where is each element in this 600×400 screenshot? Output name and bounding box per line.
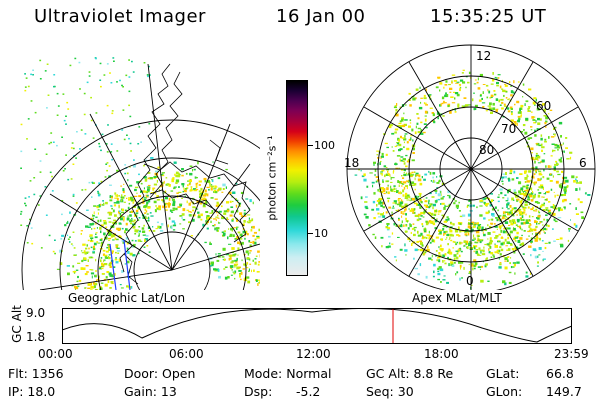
apex-polar-panel: 12 18 6 0 80 70 60 bbox=[344, 44, 596, 290]
timeline-tick-0: 00:00 bbox=[38, 347, 73, 361]
terminator-line bbox=[109, 239, 131, 290]
glon-label: GLon: bbox=[486, 384, 523, 399]
colorbar bbox=[286, 80, 308, 276]
mlt-label-0: 0 bbox=[466, 274, 474, 288]
sequence-number: Seq: 30 bbox=[366, 384, 414, 399]
glat-label: GLat: bbox=[486, 366, 520, 381]
mlt-label-12: 12 bbox=[476, 49, 491, 63]
apex-panel-label: Apex MLat/MLT bbox=[412, 291, 502, 305]
dsp-value: -5.2 bbox=[296, 384, 321, 399]
mode-status: Mode: Normal bbox=[244, 366, 332, 381]
geo-panel-label: Geographic Lat/Lon bbox=[68, 291, 186, 305]
colorbar-tick-100 bbox=[308, 145, 313, 146]
time-label: 15:35:25 UT bbox=[430, 6, 547, 27]
orbit-altitude-plot bbox=[62, 308, 572, 344]
date-label: 16 Jan 00 bbox=[276, 6, 366, 27]
altitude-curve bbox=[62, 308, 572, 343]
timeline-tick-4: 23:59 bbox=[554, 347, 589, 361]
colorbar-tick-label-100: 100 bbox=[314, 139, 335, 152]
door-status: Door: Open bbox=[124, 366, 196, 381]
timeline-tick-3: 18:00 bbox=[424, 347, 459, 361]
timeline-ymax: 9.0 bbox=[26, 306, 46, 320]
gc-altitude: GC Alt: 8.8 Re bbox=[366, 366, 454, 381]
instrument-title: Ultraviolet Imager bbox=[34, 6, 206, 27]
glon-value: 149.7 bbox=[546, 384, 582, 399]
coastlines bbox=[119, 63, 251, 285]
timeline-tick-1: 06:00 bbox=[169, 347, 204, 361]
gain-value: Gain: 13 bbox=[124, 384, 177, 399]
mlt-label-6: 6 bbox=[579, 156, 587, 170]
geo-grid bbox=[21, 63, 260, 290]
mlat-label-60: 60 bbox=[536, 99, 551, 113]
flight-number: Flt: 1356 bbox=[8, 366, 64, 381]
mlat-label-70: 70 bbox=[501, 122, 516, 136]
mlat-label-80: 80 bbox=[479, 143, 494, 157]
colorbar-tick-label-10: 10 bbox=[314, 227, 328, 240]
dsp-label: Dsp: bbox=[244, 384, 273, 399]
colorbar-unit-label: photon cm⁻²s⁻¹ bbox=[265, 135, 279, 221]
geographic-map-panel bbox=[20, 57, 260, 290]
timeline-ymin: 1.8 bbox=[26, 330, 46, 344]
apex-speckle-layer bbox=[354, 69, 591, 290]
colorbar-tick-10 bbox=[308, 233, 313, 234]
timeline-ylabel: GC Alt bbox=[10, 305, 24, 343]
glat-value: 66.8 bbox=[546, 366, 574, 381]
apex-grid bbox=[346, 44, 596, 290]
ip-value: IP: 18.0 bbox=[8, 384, 56, 399]
mlt-label-18: 18 bbox=[344, 156, 359, 170]
timeline-tick-2: 12:00 bbox=[296, 347, 331, 361]
